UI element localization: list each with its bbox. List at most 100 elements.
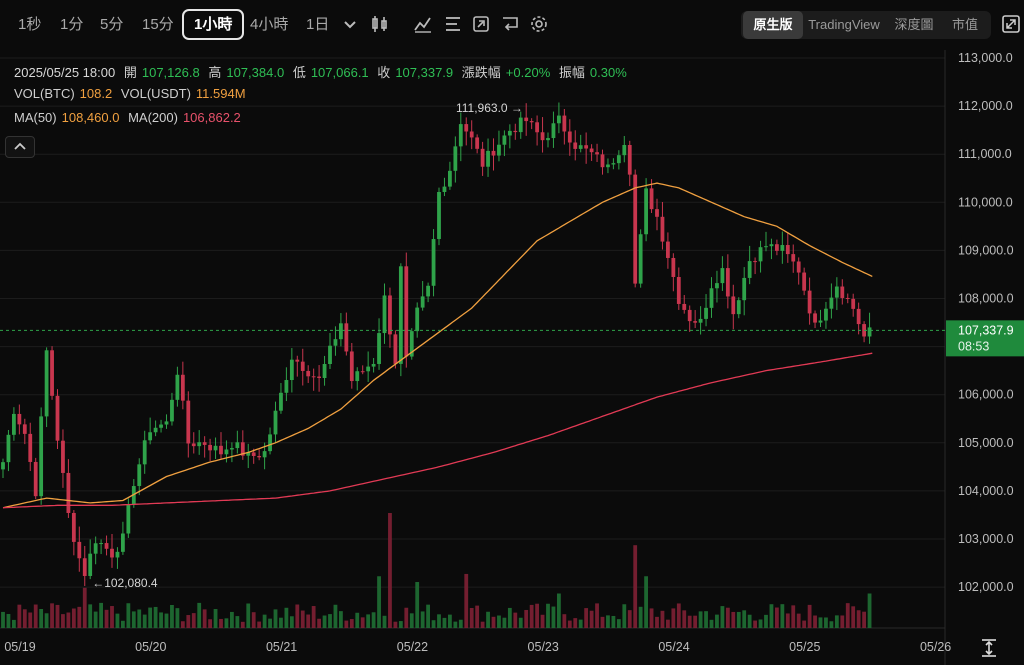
candle-body (557, 115, 561, 124)
volume-bar (382, 615, 387, 628)
candle-body (486, 150, 490, 167)
candle-body (219, 445, 223, 455)
gear-icon[interactable] (529, 14, 549, 34)
volume-bar (497, 615, 501, 628)
volume-bar (486, 611, 490, 628)
candle-body (475, 137, 480, 149)
x-tick-label: 05/22 (397, 640, 428, 654)
candle-body (202, 442, 207, 445)
volume-bar (393, 621, 398, 628)
undo-icon[interactable] (500, 14, 520, 34)
candle-body (851, 298, 856, 309)
volume-bar (115, 613, 120, 628)
y-tick-label: 103,000.0 (958, 532, 1014, 546)
replay-icon[interactable] (471, 14, 491, 34)
reset-scale-icon[interactable] (978, 638, 1000, 658)
candle-body (524, 117, 529, 122)
volume-bar (137, 609, 142, 628)
candle-body (682, 303, 687, 310)
candle-body (39, 416, 44, 497)
volume-bar (622, 604, 627, 628)
candle-body (371, 363, 376, 367)
candle-body (208, 444, 212, 451)
candle-body (600, 154, 605, 168)
volume-bar (426, 604, 430, 628)
candle-body (666, 241, 670, 258)
legend-collapse-button[interactable] (5, 136, 35, 158)
volume-bar (208, 619, 212, 628)
x-tick-label: 05/19 (4, 640, 35, 654)
candle-body (764, 246, 768, 248)
view-native[interactable]: 原生版 (743, 11, 803, 39)
candle-body (715, 283, 719, 289)
candle-body (251, 452, 256, 456)
candle-body (518, 117, 523, 133)
candle-body (344, 323, 349, 352)
candle-body (829, 297, 834, 309)
interval-1m[interactable]: 1分 (60, 16, 84, 33)
volume-bar (388, 513, 392, 628)
indicator-icon[interactable] (413, 14, 433, 34)
interval-15m[interactable]: 15分 (142, 16, 174, 33)
volume-bar (366, 614, 371, 628)
legend-vol-btc: 108.2 (79, 86, 113, 101)
candle-body (780, 245, 785, 251)
volume-bar (546, 603, 550, 628)
candle-body (88, 553, 93, 576)
view-market-cap[interactable]: 市值 (951, 17, 978, 32)
legend-ma50: 108,460.0 (61, 110, 120, 125)
legend-ma200-label: MA(200) (128, 110, 178, 125)
view-depth[interactable]: 深度圖 (894, 17, 934, 32)
candle-body (93, 543, 98, 554)
volume-bar (671, 608, 676, 628)
volume-bar (616, 619, 621, 628)
volume-bar (502, 617, 507, 628)
volume-bar (66, 612, 71, 628)
volume-bar (420, 611, 425, 628)
volume-bar (1, 611, 5, 628)
candle-body (769, 244, 774, 247)
fullscreen-icon[interactable] (1001, 14, 1021, 34)
volume-bar (775, 607, 779, 628)
volume-bar (39, 608, 44, 628)
volume-bar (698, 611, 703, 628)
interval-5m[interactable]: 5分 (100, 16, 124, 33)
interval-1d[interactable]: 1日 (306, 16, 330, 33)
candle-type-icon[interactable] (370, 14, 390, 34)
candle-body (355, 371, 360, 382)
x-tick-label: 05/25 (789, 640, 820, 654)
volume-bar (55, 604, 60, 628)
volume-bar (535, 603, 539, 628)
volume-bar (747, 614, 752, 628)
volume-bar (655, 616, 659, 628)
candle-body (622, 145, 627, 156)
candle-body (448, 170, 452, 187)
candle-body (731, 296, 736, 315)
candle-body (273, 410, 278, 435)
candle-body (388, 295, 392, 335)
candle-body (55, 395, 60, 441)
volume-bar (213, 609, 218, 628)
candle-body (856, 308, 861, 325)
volume-bar (339, 611, 343, 628)
candle-body (736, 300, 741, 315)
candlestick-chart[interactable]: 113,000.0 112,000.0 111,000.0 110,000.0 109,… (0, 50, 1024, 665)
settings-list-icon[interactable] (443, 14, 463, 34)
volume-bar (780, 604, 785, 628)
volume-bar (202, 609, 207, 628)
view-tradingview[interactable]: TradingView (808, 17, 880, 32)
ma200-line (2, 352, 873, 509)
x-tick-label: 05/23 (528, 640, 559, 654)
candle-body (551, 123, 556, 139)
interval-1s[interactable]: 1秒 (18, 16, 42, 33)
volume-bar (431, 620, 436, 628)
volume-bar (44, 613, 49, 628)
candle-body (627, 145, 632, 175)
candle-body (6, 434, 11, 463)
interval-4h[interactable]: 4小時 (250, 16, 289, 33)
chevron-down-icon[interactable] (340, 14, 360, 34)
candle-body (180, 374, 185, 401)
candle-body (595, 152, 599, 155)
interval-1h[interactable]: 1小時 (182, 9, 245, 40)
candle-body (170, 399, 174, 422)
